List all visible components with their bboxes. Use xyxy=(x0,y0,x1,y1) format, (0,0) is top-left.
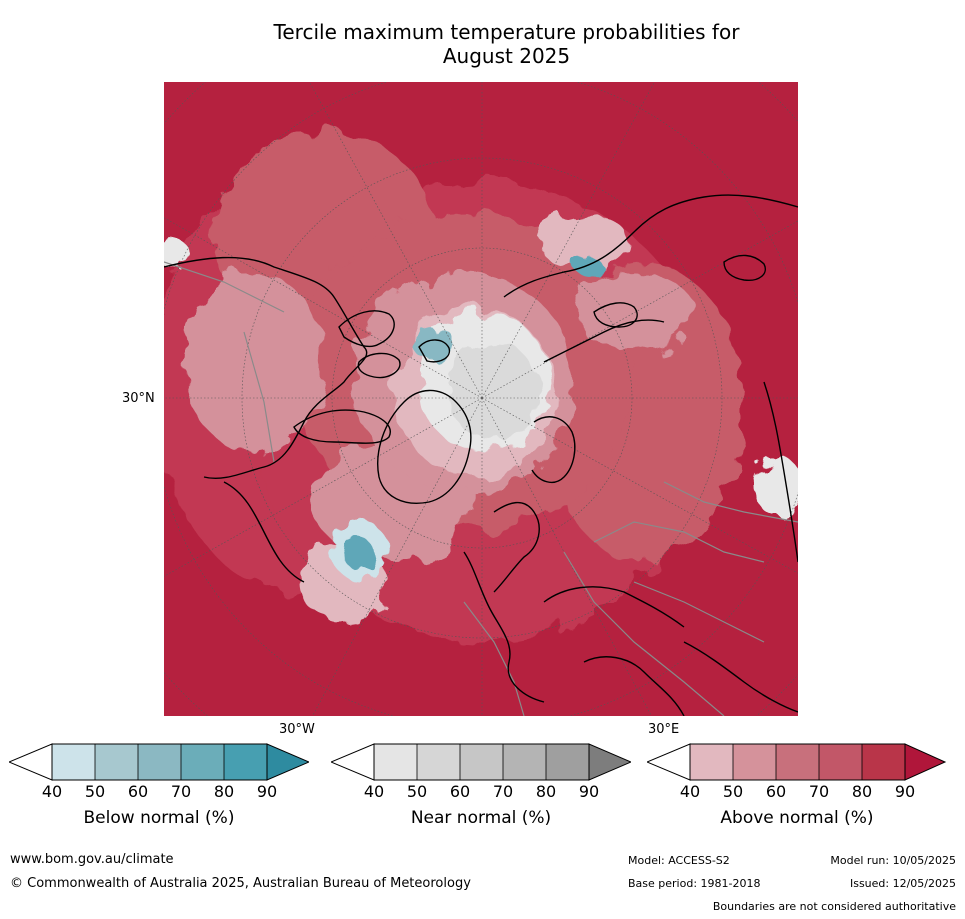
cb-near-tick: 70 xyxy=(492,782,514,801)
cb-above-label: Above normal (%) xyxy=(720,808,874,828)
lon-label-30w: 30°W xyxy=(279,722,315,737)
cb-below-tick: 50 xyxy=(84,782,106,801)
cb-near-tick: 50 xyxy=(406,782,428,801)
cb-near-label: Near normal (%) xyxy=(410,808,552,828)
map-svg xyxy=(164,82,798,716)
graticule xyxy=(164,82,798,716)
cb-above-tick: 50 xyxy=(722,782,744,801)
colorbar-below-normal: 40 50 60 70 80 90 Below normal (%) xyxy=(9,743,309,828)
lat-label-30n: 30°N xyxy=(122,391,155,406)
title-line-2: August 2025 xyxy=(442,44,571,68)
cb-below-label: Below normal (%) xyxy=(83,808,235,828)
cb-below-tick: 90 xyxy=(256,782,278,801)
footer-base-period: Base period: 1981-2018 xyxy=(628,877,761,890)
cb-below-tick: 40 xyxy=(41,782,63,801)
map-title: Tercile maximum temperature probabilitie… xyxy=(200,20,813,68)
cb-below-tick: 80 xyxy=(213,782,235,801)
coastlines xyxy=(164,194,798,716)
cb-near-tick: 90 xyxy=(578,782,600,801)
footer-copyright: © Commonwealth of Australia 2025, Austra… xyxy=(10,876,471,891)
footer-model-run: Model run: 10/05/2025 xyxy=(830,854,956,867)
cb-above-tick: 80 xyxy=(851,782,873,801)
colorbar-near-svg xyxy=(331,743,631,781)
colorbar-above-normal: 40 50 60 70 80 90 Above normal (%) xyxy=(647,743,947,828)
colorbar-near-normal: 40 50 60 70 80 90 Near normal (%) xyxy=(331,743,631,828)
cb-near-tick: 80 xyxy=(535,782,557,801)
cb-above-tick: 90 xyxy=(894,782,916,801)
lon-label-30e: 30°E xyxy=(648,722,680,737)
cb-above-tick: 70 xyxy=(808,782,830,801)
cb-above-tick: 40 xyxy=(679,782,701,801)
footer-url: www.bom.gov.au/climate xyxy=(10,852,174,867)
cb-below-tick: 70 xyxy=(170,782,192,801)
colorbar-above-svg xyxy=(647,743,947,781)
colorbar-below-svg xyxy=(9,743,309,781)
cb-below-tick: 60 xyxy=(127,782,149,801)
footer-model: Model: ACCESS-S2 xyxy=(628,854,730,867)
cb-near-tick: 40 xyxy=(363,782,385,801)
cb-near-tick: 60 xyxy=(449,782,471,801)
below-normal-patches xyxy=(164,238,798,580)
polar-map xyxy=(164,82,798,716)
footer-issued: Issued: 12/05/2025 xyxy=(849,877,956,890)
footer-disclaimer: Boundaries are not considered authoritat… xyxy=(712,900,956,913)
title-line-1: Tercile maximum temperature probabilitie… xyxy=(273,20,740,44)
country-borders xyxy=(164,261,798,716)
cb-above-tick: 60 xyxy=(765,782,787,801)
